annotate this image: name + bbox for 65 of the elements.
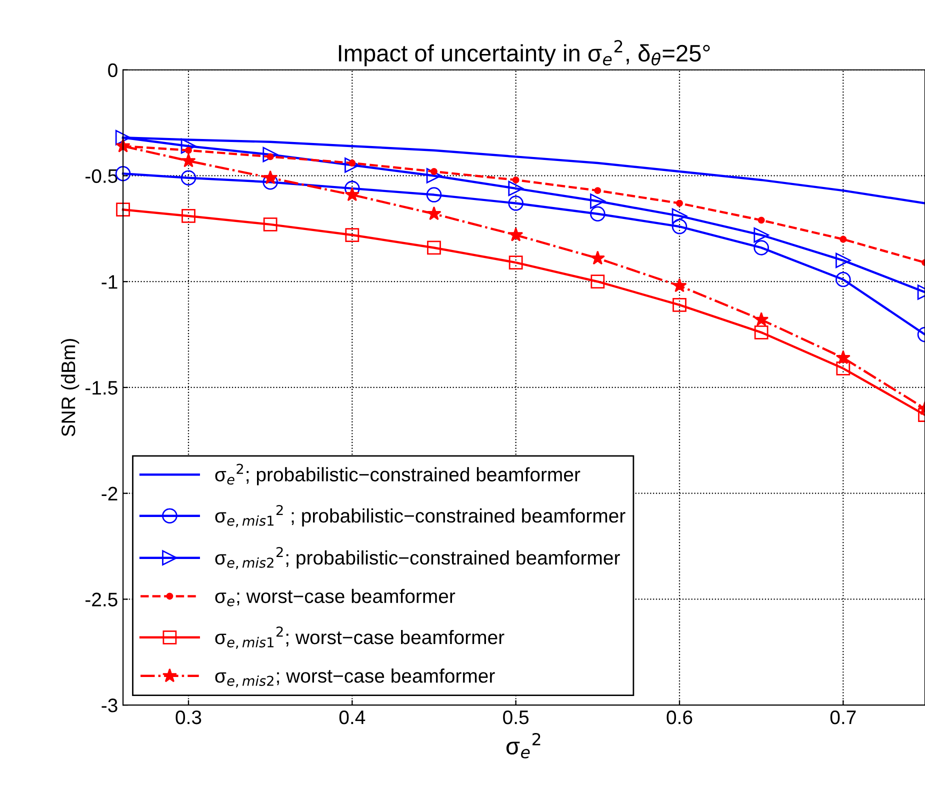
point <box>115 130 131 146</box>
x-tick-label: 0.5 <box>503 710 529 724</box>
y-tick-label: -1.5 <box>86 381 118 395</box>
point <box>758 216 765 224</box>
point <box>508 227 524 242</box>
point <box>263 170 278 184</box>
point <box>263 217 278 232</box>
point <box>181 153 196 168</box>
legend-label: σ$_{e,mis1}$$^{2}$ ; probabilistic−constrained beamformer <box>215 504 626 528</box>
point <box>836 272 851 288</box>
point <box>672 218 688 234</box>
y-tick-label: -3 <box>102 698 118 712</box>
legend-label: σ$_{e,mis2}$$^{2}$; probabilistic−constrained beamformer <box>215 546 620 570</box>
x-tick-label: 0.7 <box>830 710 856 724</box>
legend-label: σ$_{e}$; worst−case beamformer <box>215 588 456 606</box>
y-tick-label: -0.5 <box>86 169 118 183</box>
point <box>262 174 278 190</box>
point <box>590 250 605 265</box>
point <box>180 138 196 154</box>
point <box>508 180 524 196</box>
point <box>427 240 441 255</box>
legend-label: σ$_{e,mis1}$$^{2}$; worst−case beamformer <box>215 626 504 649</box>
point <box>426 187 442 202</box>
x-tick-label: 0.4 <box>339 710 366 724</box>
point <box>185 146 192 154</box>
point <box>594 187 602 194</box>
point <box>676 200 683 207</box>
point <box>262 146 278 162</box>
point <box>840 236 847 243</box>
point <box>836 350 850 364</box>
y-tick-label: -1 <box>102 275 118 289</box>
point <box>508 256 523 270</box>
point <box>590 274 605 289</box>
point <box>590 206 606 222</box>
point <box>512 176 520 184</box>
point <box>672 298 686 312</box>
point <box>672 278 687 292</box>
point <box>426 206 442 220</box>
x-tick-label: 0.3 <box>176 710 202 724</box>
y-tick-label: 0 <box>108 63 118 78</box>
point <box>426 168 442 184</box>
point <box>344 187 360 202</box>
legend-label: σ$_{e}$$^{2}$; probabilistic−constrained beamformer <box>215 464 580 486</box>
point <box>344 158 360 173</box>
point <box>508 196 524 211</box>
point <box>180 170 196 186</box>
point <box>116 202 130 217</box>
point <box>590 194 606 209</box>
point <box>430 168 438 175</box>
point <box>754 325 768 340</box>
x-axis-title: σ$_{e}$$^{2}$ <box>506 732 540 758</box>
point <box>836 252 851 268</box>
y-tick-label: -2 <box>102 486 118 500</box>
legend-label: σ$_{e,mis2}$; worst−case beamformer <box>215 668 495 688</box>
point <box>345 228 360 242</box>
x-tick-label: 0.6 <box>666 710 692 724</box>
chart-title: Impact of uncertainty in σ$_{e}$$^{2}$, δ$_{θ}$=25° <box>338 40 710 66</box>
point <box>672 208 688 224</box>
y-axis-title: SNR (dBm) <box>60 338 80 436</box>
point <box>754 240 769 256</box>
point <box>836 361 850 376</box>
point <box>182 209 196 223</box>
y-tick-label: -2.5 <box>86 592 118 606</box>
point <box>754 227 769 243</box>
point <box>754 312 769 326</box>
